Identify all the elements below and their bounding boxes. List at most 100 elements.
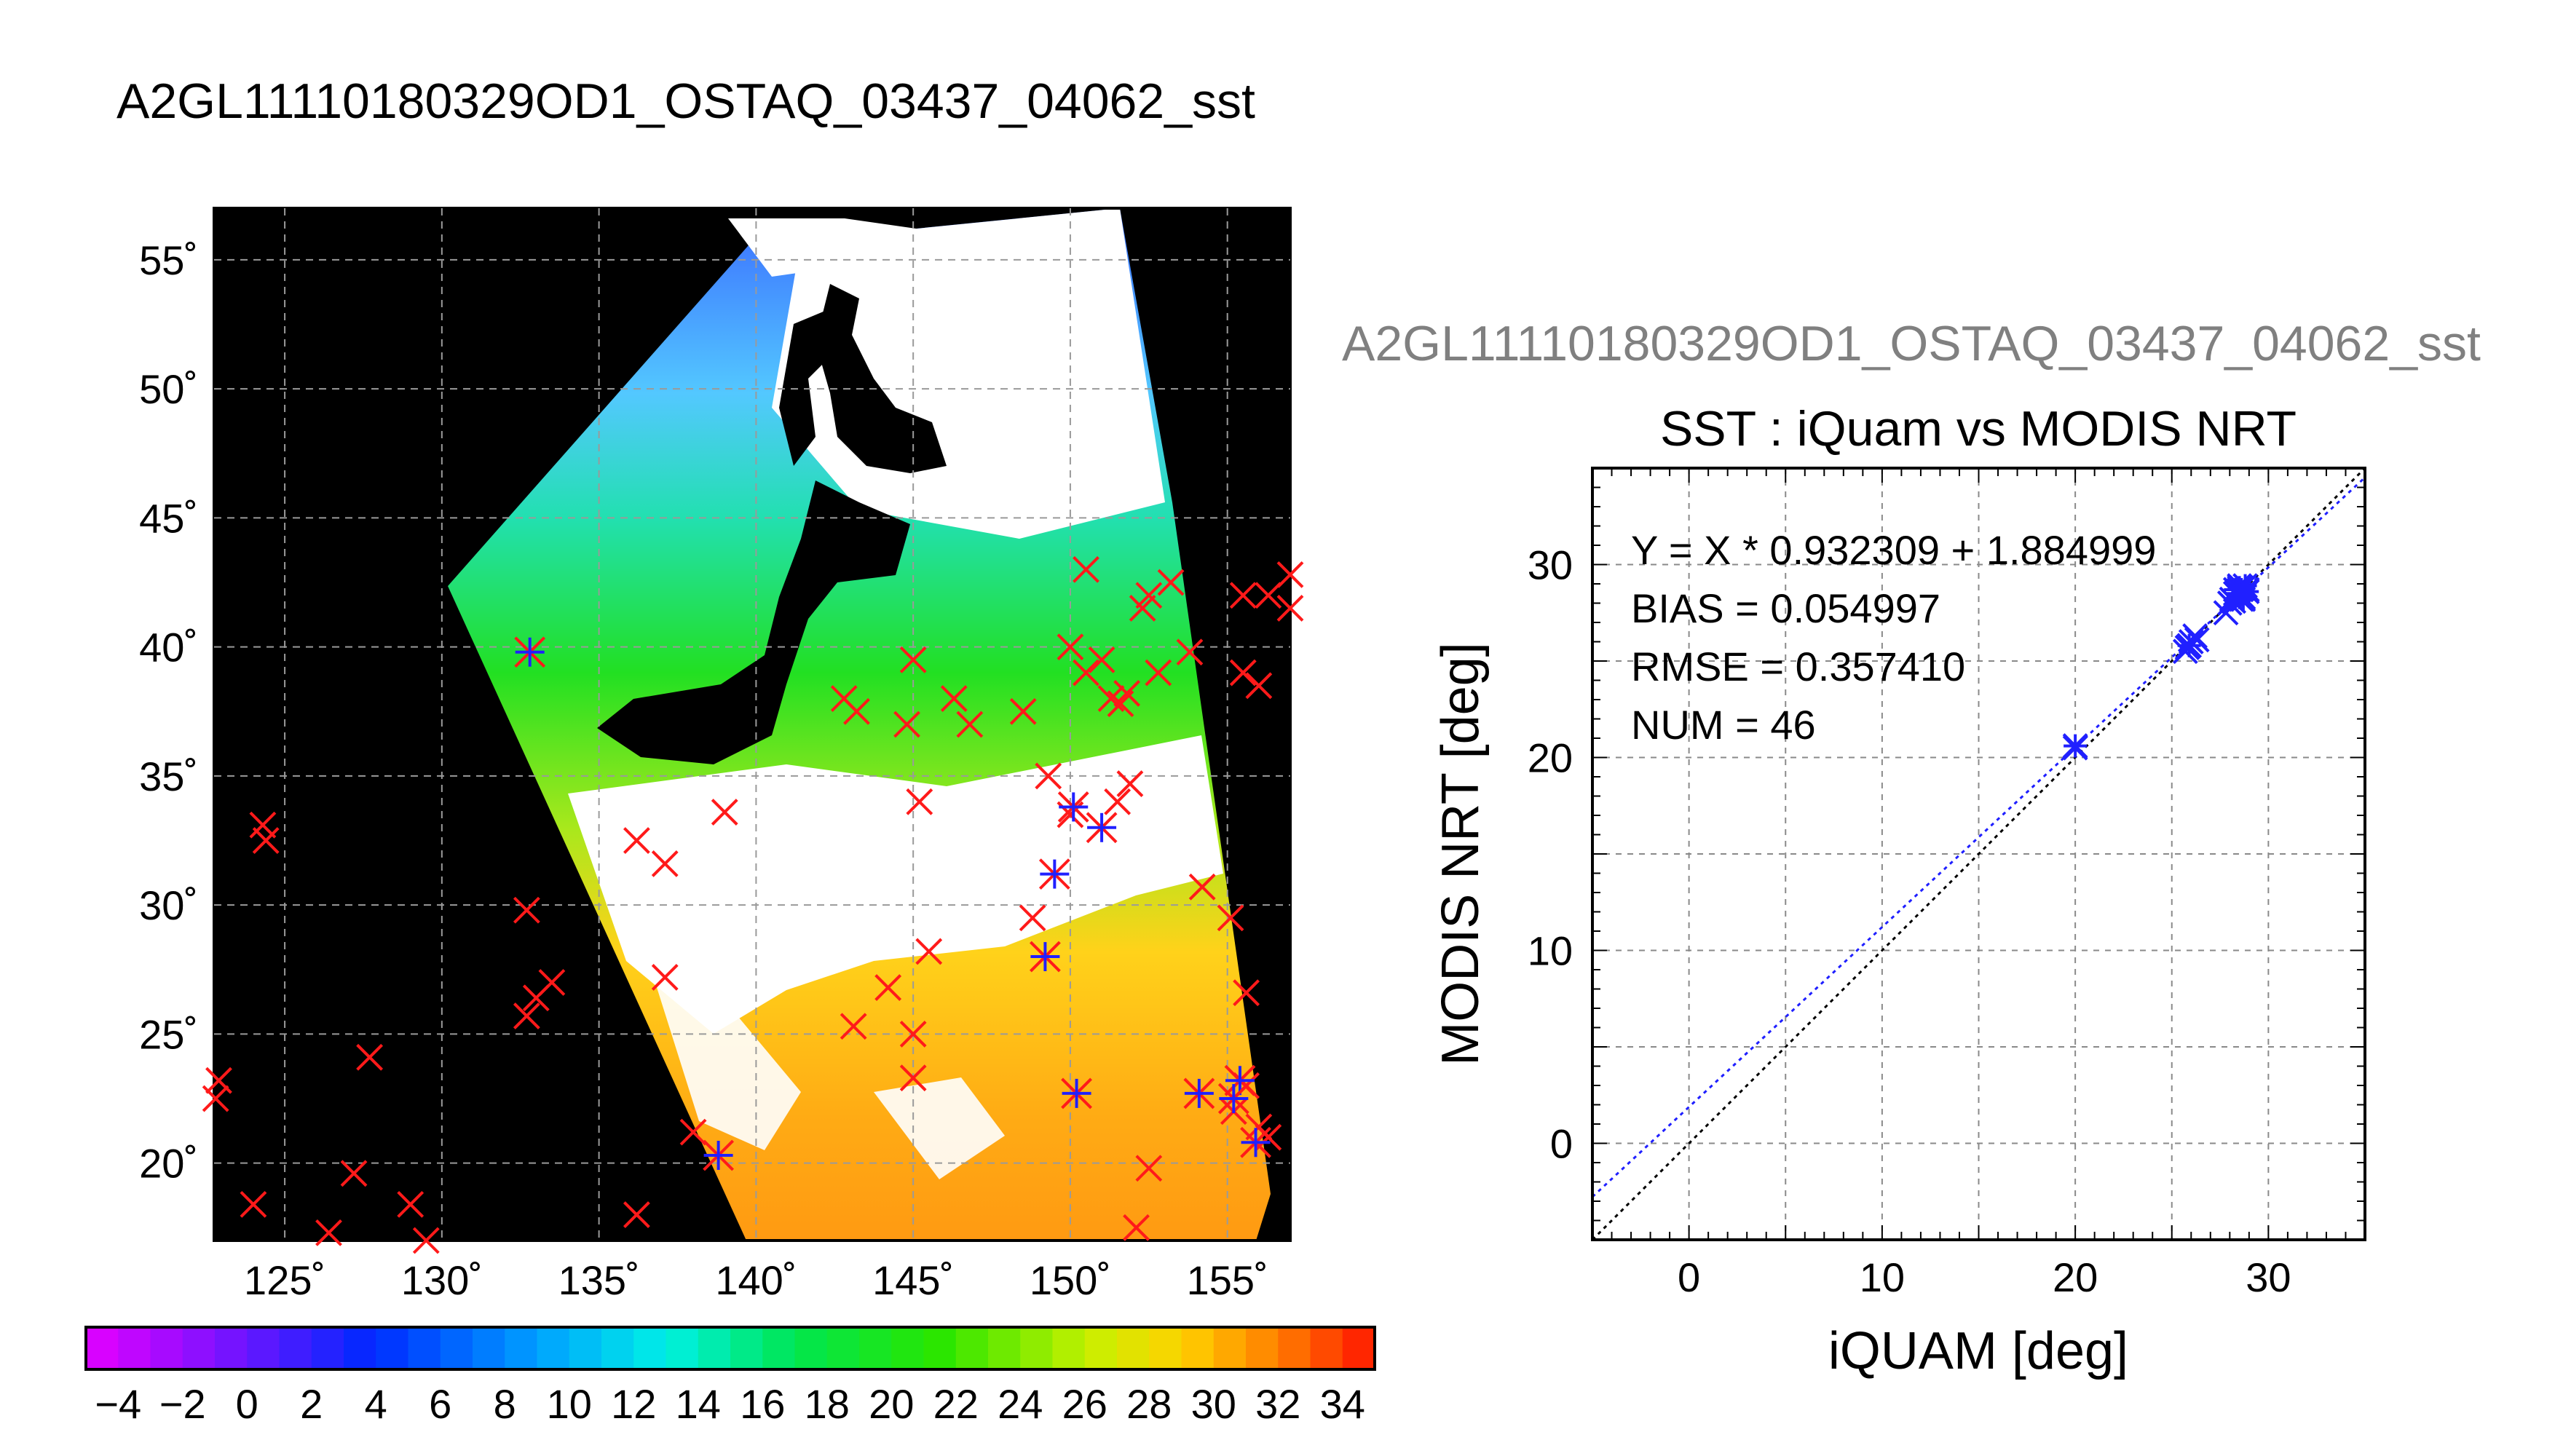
scatter-x-axis-label: iQUAM [deg]	[1828, 1322, 2128, 1380]
scatter-minor-ticks	[1592, 467, 2366, 1241]
swath-cloud-south	[655, 983, 1005, 1179]
map-buoy-markers	[202, 555, 1304, 1254]
map-lat-tick-label: 20˚	[139, 1141, 198, 1187]
colorbar-tick-label: 0	[236, 1381, 258, 1427]
buoy-blue-asterisk-marker	[1086, 812, 1118, 844]
buoy-red-x-marker	[356, 1043, 384, 1071]
map-frame	[213, 207, 1292, 1242]
colorbar-cell	[118, 1327, 151, 1369]
colorbar-cell	[182, 1327, 216, 1369]
map-lat-tick-label: 30˚	[139, 882, 198, 928]
colorbar-tick-label: 4	[365, 1381, 387, 1427]
buoy-red-x-marker	[1229, 659, 1257, 687]
buoy-red-x-marker	[1157, 569, 1185, 596]
scatter-x-tick-labels: 0 10 20 30	[1678, 1254, 2291, 1300]
sst-map: 125˚ 130˚ 135˚ 140˚ 145˚ 150˚ 155˚ 55˚ 50˚ 45˚ 40…	[139, 207, 1304, 1303]
map-lon-tick-label: 155˚	[1187, 1257, 1268, 1303]
colorbar-cell	[1181, 1327, 1215, 1369]
buoy-red-x-marker	[315, 1219, 342, 1246]
one-to-one-line	[1592, 468, 2365, 1240]
buoy-red-x-marker	[840, 1013, 867, 1040]
colorbar-cell	[150, 1327, 183, 1369]
map-lon-tick-label: 135˚	[558, 1257, 640, 1303]
colorbar-tick-labels: −4 −2 0 2 4 6 8 10 12 14 16 18 20 22 24 26 28 30 32 34	[95, 1381, 1365, 1427]
buoy-red-x-marker	[956, 711, 984, 738]
buoy-red-x-marker	[899, 1064, 927, 1092]
colorbar-tick-label: 10	[547, 1381, 592, 1427]
page-title: A2GL11110180329OD1_OSTAQ_03437_04062_sst	[117, 74, 1255, 129]
map-lat-tick-labels: 55˚ 50˚ 45˚ 40˚ 35˚ 30˚ 25˚ 20˚	[139, 237, 198, 1187]
scatter-point	[2227, 574, 2253, 601]
buoy-red-x-marker	[522, 984, 550, 1012]
buoy-blue-asterisk-marker	[703, 1139, 735, 1171]
buoy-red-x-marker	[1276, 561, 1304, 588]
buoy-red-x-marker	[651, 963, 679, 991]
colorbar-cell	[408, 1327, 441, 1369]
colorbar-cell	[537, 1327, 570, 1369]
colorbar-tick-label: 14	[676, 1381, 721, 1427]
buoy-blue-asterisk-marker	[1029, 941, 1061, 973]
buoy-red-x-marker	[240, 1190, 267, 1218]
map-lon-tick-label: 125˚	[244, 1257, 325, 1303]
scatter-annotation-line: Y = X * 0.932309 + 1.884999	[1631, 527, 2156, 573]
scatter-x-tick-label: 10	[1860, 1254, 1905, 1300]
colorbar-frame	[84, 1326, 1376, 1371]
colorbar-cell	[473, 1327, 505, 1369]
buoy-red-x-marker	[513, 1002, 540, 1029]
colorbar-tick-label: 6	[429, 1381, 451, 1427]
land-sakhalin-hokkaido	[816, 284, 947, 473]
colorbar-cell	[440, 1327, 473, 1369]
colorbar-cell	[633, 1327, 666, 1369]
buoy-blue-asterisk-marker	[1057, 791, 1089, 823]
buoy-red-x-marker	[1145, 659, 1172, 687]
colorbar-cell	[988, 1327, 1021, 1369]
colorbar-cells	[86, 1327, 1375, 1369]
colorbar-cell	[311, 1327, 344, 1369]
buoy-red-x-marker	[1123, 1214, 1150, 1241]
colorbar-tick-label: 26	[1062, 1381, 1107, 1427]
colorbar-tick-label: 34	[1320, 1381, 1365, 1427]
scatter-annotation-line: BIAS = 0.054997	[1631, 585, 1940, 631]
buoy-red-x-marker	[1019, 904, 1046, 932]
scatter-y-tick-labels: 0 10 20 30	[1528, 542, 1573, 1167]
colorbar-cell	[794, 1327, 828, 1369]
map-lon-tick-label: 130˚	[401, 1257, 483, 1303]
buoy-red-x-marker	[513, 896, 540, 924]
colorbar-cell	[279, 1327, 312, 1369]
buoy-red-x-marker	[623, 1201, 650, 1228]
map-lat-tick-label: 50˚	[139, 366, 198, 412]
colorbar-cell	[923, 1327, 957, 1369]
map-lat-tick-label: 25˚	[139, 1011, 198, 1057]
buoy-red-x-marker	[899, 1020, 927, 1048]
map-lat-tick-label: 55˚	[139, 237, 198, 283]
buoy-red-x-marker	[940, 685, 968, 712]
colorbar-cell	[1213, 1327, 1247, 1369]
colorbar-cell	[376, 1327, 408, 1369]
map-lon-tick-labels: 125˚ 130˚ 135˚ 140˚ 145˚ 150˚ 155˚	[244, 1257, 1268, 1303]
buoy-red-x-marker	[1107, 690, 1134, 718]
colorbar-tick-label: 32	[1255, 1381, 1300, 1427]
scatter-gridlines	[1592, 468, 2365, 1240]
map-lat-tick-label: 35˚	[139, 753, 198, 799]
scatter-x-tick-label: 0	[1678, 1254, 1700, 1300]
buoy-red-x-marker	[340, 1160, 368, 1187]
scatter-y-tick-label: 0	[1550, 1121, 1573, 1167]
scatter-y-tick-label: 10	[1528, 928, 1573, 974]
buoy-red-x-marker	[1135, 582, 1163, 609]
scatter-point	[2062, 733, 2088, 759]
buoy-red-x-marker	[1135, 1155, 1163, 1182]
buoy-blue-asterisk-marker	[514, 636, 546, 668]
buoy-red-x-marker	[1073, 555, 1099, 583]
scatter-y-tick-label: 30	[1528, 542, 1573, 588]
buoy-red-x-marker	[1176, 638, 1204, 666]
buoy-red-x-marker	[874, 974, 902, 1002]
buoy-red-x-marker	[202, 1085, 229, 1112]
map-lon-tick-label: 145˚	[872, 1257, 954, 1303]
scatter-point	[2176, 633, 2203, 659]
map-lat-tick-label: 40˚	[139, 625, 198, 670]
buoy-red-x-marker	[397, 1190, 424, 1218]
colorbar-tick-label: 12	[611, 1381, 656, 1427]
buoy-red-x-marker	[249, 811, 277, 839]
buoy-red-x-marker	[843, 697, 870, 725]
